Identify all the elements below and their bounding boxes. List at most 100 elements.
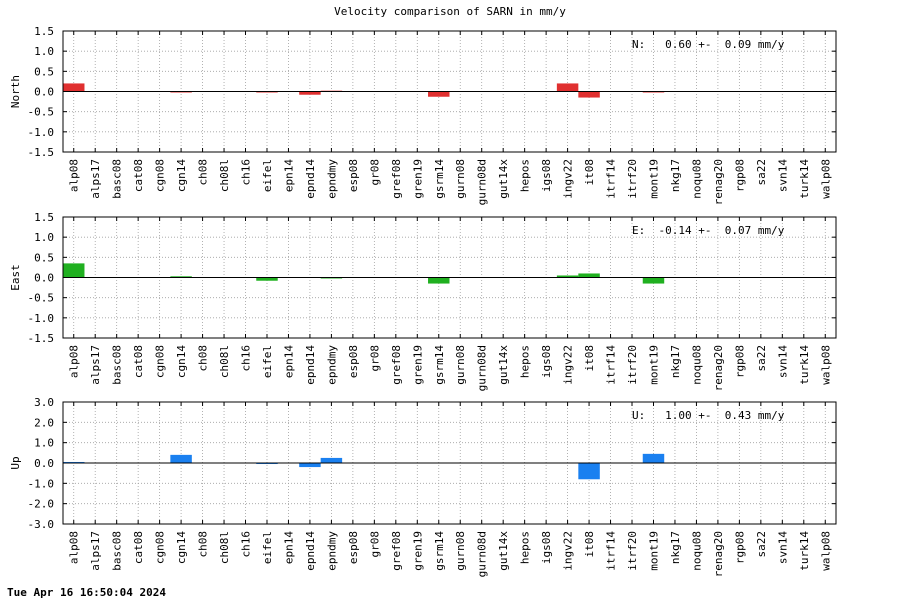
x-tick-label: nkg17 [669,159,682,192]
x-tick-label: alp08 [68,531,81,564]
bar-epnd14 [299,91,321,95]
x-tick-label: itrf14 [605,345,618,385]
x-tick-label: it08 [583,531,596,558]
x-tick-label: itrf14 [605,531,618,571]
x-tick-label: sa22 [755,345,768,372]
plot-frame [62,401,837,525]
x-tick-label: gsrm14 [433,159,446,199]
x-tick-label: turk14 [798,531,811,571]
y-tick-label: 0.5 [34,65,54,78]
x-tick-label: eifel [261,159,274,192]
x-tick-label: renag20 [712,159,725,205]
x-tick-label: eifel [261,531,274,564]
y-tick-label: 1.0 [34,231,54,244]
x-tick-label: rgp08 [733,531,746,564]
page-title: Velocity comparison of SARN in mm/y [334,5,566,18]
x-tick-label: gut14x [497,345,510,385]
x-tick-label: gr08 [368,531,381,558]
x-tick-label: cgn08 [154,159,167,192]
y-tick-label: 1.0 [34,45,54,58]
x-tick-label: ch08l [218,531,231,564]
x-tick-label: rgp08 [733,159,746,192]
x-tick-label: epndmy [325,531,338,571]
x-tick-label: svn14 [776,345,789,378]
x-tick-label: nkg17 [669,345,682,378]
stat-annotation: U: 1.00 +- 0.43 mm/y [632,409,785,422]
y-tick-label: 3.0 [34,396,54,409]
bar-it08 [578,91,600,98]
bar-gsrm14 [428,277,450,284]
panel-east: 1.5 1.0 0.5 0.0 -0.5 -1.0 -1.5 alp08 alps17 basc0… [9,211,837,391]
x-tick-label: esp08 [347,159,360,192]
x-tick-label: epndmy [325,159,338,199]
x-tick-label: igs08 [540,345,553,378]
bar-alp08 [63,461,85,463]
y-tick-label: -0.5 [28,292,55,305]
x-tick-label: ch08l [218,159,231,192]
x-tick-label: epndmy [325,345,338,385]
x-tick-label: ch08 [197,531,210,558]
x-tick-label: gr08 [368,159,381,186]
x-tick-label: ch16 [240,345,253,372]
x-tick-label: hepos [519,531,532,564]
x-tick-label: ch16 [240,159,253,186]
x-tick-label: it08 [583,159,596,186]
x-tick-label: noqu08 [690,531,703,571]
bar-it08 [578,273,600,278]
x-tick-label: itrf20 [626,531,639,571]
y-tick-label: 2.0 [34,416,54,429]
x-tick-label: hepos [519,345,532,378]
plot-frame [62,30,837,153]
bar-cgn14 [170,276,192,278]
bar-mont19 [642,453,665,463]
y-tick-label: 1.0 [34,437,54,450]
x-tick-label: gsrm14 [433,531,446,571]
x-tick-label: eifel [261,345,274,378]
bar-epnd14 [299,463,321,468]
y-axis-label: North [9,75,22,108]
x-tick-label: cgn14 [175,159,188,192]
x-tick-label: esp08 [347,531,360,564]
x-tick-label: epn14 [282,345,295,378]
x-tick-label: gurn08d [476,159,489,205]
x-tick-label: itrf20 [626,159,639,199]
x-tick-label: turk14 [798,345,811,385]
x-tick-label: cgn14 [175,345,188,378]
x-tick-label: noqu08 [690,345,703,385]
panel-north: 1.5 1.0 0.5 0.0 -0.5 -1.0 -1.5 alp08 alps17 basc0… [9,25,837,205]
x-tick-label: itrf20 [626,345,639,385]
y-tick-label: -1.5 [28,332,55,345]
timestamp: Tue Apr 16 16:50:04 2024 [7,586,166,599]
bar-ingv22 [556,83,579,92]
y-tick-label: -2.0 [28,498,55,511]
x-tick-label: ch16 [240,531,253,558]
x-tick-label: svn14 [776,531,789,564]
y-axis-label: East [9,264,22,291]
x-tick-label: cat08 [132,531,145,564]
x-tick-label: epn14 [282,531,295,564]
x-tick-label: mont19 [647,159,660,199]
bar-eifel [256,277,278,281]
y-tick-label: -1.0 [28,477,55,490]
x-tick-label: gr08 [368,345,381,372]
x-tick-label: gref08 [390,159,403,199]
x-tick-label: mont19 [647,531,660,571]
x-tick-label: walp08 [819,159,832,199]
x-tick-label: alps17 [89,531,102,571]
y-tick-label: 0.0 [34,272,54,285]
x-tick-label: epnd14 [304,345,317,385]
bar-alp08 [63,263,85,278]
x-tick-label: sa22 [755,159,768,186]
y-tick-label: 0.5 [34,251,54,264]
x-tick-label: gren19 [411,345,424,385]
x-tick-label: basc08 [111,159,124,199]
x-tick-label: ch08 [197,159,210,186]
y-tick-label: 1.5 [34,211,54,224]
stat-annotation: E: -0.14 +- 0.07 mm/y [632,224,785,237]
x-tick-label: ingv22 [562,531,575,571]
x-tick-label: gurn08 [454,531,467,571]
x-tick-label: gurn08d [476,531,489,577]
x-tick-label: svn14 [776,159,789,192]
x-tick-label: gren19 [411,159,424,199]
x-tick-label: alps17 [89,345,102,385]
